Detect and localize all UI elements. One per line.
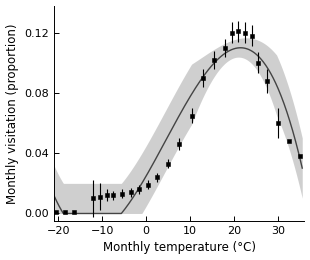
Y-axis label: Monthly visitation (proportion): Monthly visitation (proportion) bbox=[6, 23, 19, 204]
X-axis label: Monthly temperature (°C): Monthly temperature (°C) bbox=[103, 242, 255, 255]
